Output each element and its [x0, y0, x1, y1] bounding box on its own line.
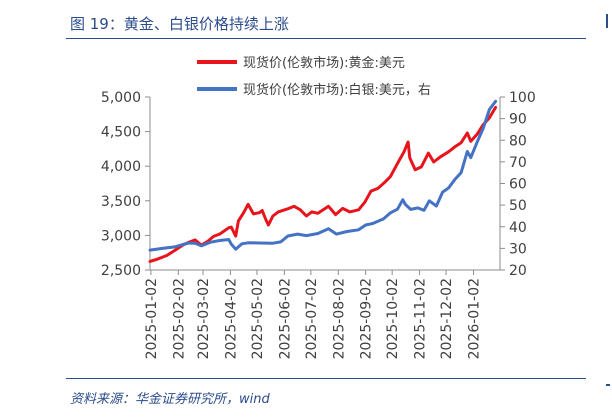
y-right-tick-label: 100 [509, 90, 536, 106]
x-tick-label: 2025-06-02 [277, 278, 293, 359]
x-tick-label: 2025-09-02 [359, 278, 375, 359]
y-right-tick-label: 80 [509, 133, 527, 149]
x-tick-label: 2026-01-02 [466, 278, 482, 359]
y-right-tick-label: 50 [509, 198, 527, 214]
x-tick-label: 2025-01-02 [144, 278, 160, 359]
y-right-tick-label: 20 [509, 263, 527, 279]
plot-area: 2,500 3,000 3,500 4,000 4,500 5,000 20 30 40 50 60… [101, 90, 536, 359]
edge-mark-bottom [606, 384, 610, 386]
legend-label-gold: 现货价(伦敦市场):黄金:美元 [243, 55, 405, 71]
x-tick-label: 2025-12-02 [439, 278, 455, 359]
x-tick-label: 2025-07-02 [304, 278, 320, 359]
y-left-tick-label: 3,000 [101, 228, 141, 244]
legend: 现货价(伦敦市场):黄金:美元 现货价(伦敦市场):白银:美元，右 [197, 55, 431, 98]
x-tick-label: 2025-10-02 [385, 278, 401, 359]
x-tick-label: 2025-08-02 [331, 278, 347, 359]
y-right-tick-label: 40 [509, 220, 527, 236]
y-right-tick-label: 70 [509, 155, 527, 171]
figure-title: 图 19：黄金、白银价格持续上涨 [70, 15, 289, 33]
x-tick-label: 2025-02-02 [171, 278, 187, 359]
x-tick-label: 2025-04-02 [223, 278, 239, 359]
y-left-tick-label: 2,500 [101, 263, 141, 279]
source-rule [66, 378, 586, 379]
y-left-tick-label: 4,000 [101, 159, 141, 175]
source-note: 资料来源：华金证券研究所，wind [70, 392, 270, 407]
series-line-silver [148, 99, 498, 252]
y-right-tick-label: 60 [509, 177, 527, 193]
x-tick-label: 2025-11-02 [413, 278, 429, 359]
y-right-tick-label: 90 [509, 112, 527, 128]
title-rule [66, 38, 586, 39]
y-left-tick-label: 4,500 [101, 125, 141, 141]
legend-label-silver: 现货价(伦敦市场):白银:美元，右 [243, 82, 431, 98]
series-line-gold [148, 105, 498, 263]
edge-mark-top [606, 14, 608, 28]
x-tick-label: 2025-05-02 [250, 278, 266, 359]
y-left-tick-label: 3,500 [101, 194, 141, 210]
y-left-tick-label: 5,000 [101, 90, 141, 106]
x-tick-label: 2025-03-02 [196, 278, 212, 359]
y-right-tick-label: 30 [509, 241, 527, 257]
